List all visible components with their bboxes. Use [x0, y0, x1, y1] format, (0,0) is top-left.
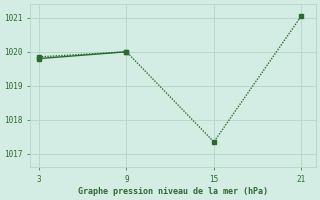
X-axis label: Graphe pression niveau de la mer (hPa): Graphe pression niveau de la mer (hPa) [78, 187, 268, 196]
